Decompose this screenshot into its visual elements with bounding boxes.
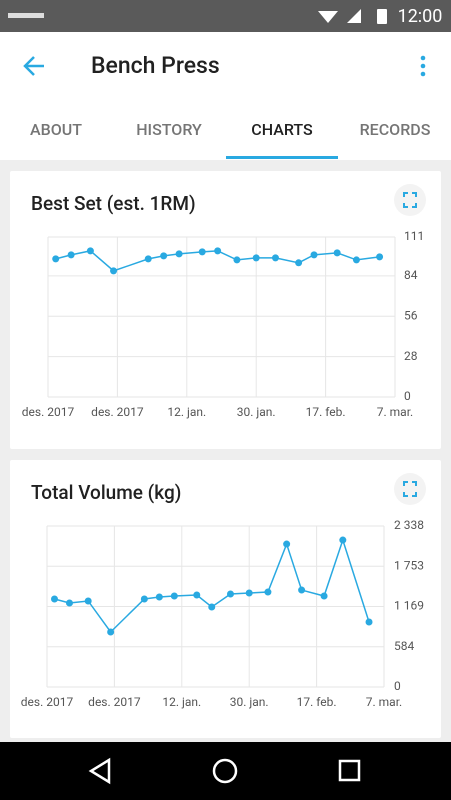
nav-buttons[interactable] [88,757,361,785]
y-tick-label: 0 [394,679,401,693]
y-tick-label: 28 [404,349,418,363]
card [10,460,441,738]
status-bar [0,0,451,32]
x-tick-label: 30. jan. [237,405,276,419]
x-tick-label: 12. jan. [162,695,201,709]
y-tick-label: 1 753 [394,558,424,572]
x-tick-label: des. 2017 [91,405,144,419]
x-tick-label: 30. jan. [230,695,269,709]
clock: 12:00 [398,6,443,27]
data-point [352,256,360,264]
nav-bar [0,742,451,800]
data-point [107,628,115,636]
data-point [226,590,234,598]
x-tick-label: des. 2017 [22,405,75,419]
data-point [160,252,168,260]
y-tick-label: 56 [404,308,418,322]
data-point [339,536,347,544]
x-tick-label: des. 2017 [88,695,141,709]
expand-button[interactable] [394,184,426,216]
data-point [198,248,206,256]
data-point [175,250,183,258]
data-point [110,267,118,275]
data-point [140,595,148,603]
data-point [333,249,341,257]
data-point [155,593,163,601]
back-button[interactable] [23,56,44,76]
status-icons [8,9,387,24]
data-point [310,251,318,259]
data-point [252,254,260,262]
data-point [365,618,373,626]
data-point [295,259,303,267]
data-point [376,253,384,261]
tab-indicator [226,156,338,159]
tab[interactable]: ABOUT [30,120,82,139]
y-tick-label: 0 [404,389,411,403]
data-point [170,592,178,600]
data-point [214,247,222,255]
tab[interactable]: RECORDS [360,120,431,139]
data-point [320,592,328,600]
card-title: Total Volume (kg) [31,481,181,504]
x-tick-label: 7. mar. [366,695,402,709]
x-tick-label: des. 2017 [21,695,74,709]
data-point [298,586,306,594]
expand-button[interactable] [394,473,426,505]
app-bar [0,32,451,160]
screen-title: Bench Press [91,52,220,79]
y-tick-label: 1 169 [394,599,424,613]
data-point [86,247,94,255]
data-point [233,256,241,264]
data-point [67,251,75,259]
tab-active[interactable]: CHARTS [251,120,313,139]
data-point [245,589,253,597]
data-point [144,255,152,263]
menu-button[interactable] [420,55,426,77]
data-point [193,591,201,599]
y-tick-label: 111 [404,229,424,243]
card-title: Best Set (est. 1RM) [31,192,196,215]
tab[interactable]: HISTORY [136,120,202,139]
data-point [283,540,291,548]
data-point [271,254,279,262]
y-tick-label: 2 338 [394,518,424,532]
data-point [65,599,73,607]
x-tick-label: 17. feb. [306,405,346,419]
expand-icon [403,192,417,208]
data-point [208,603,216,611]
x-tick-label: 7. mar. [377,405,413,419]
x-tick-label: 12. jan. [167,405,206,419]
y-tick-label: 84 [404,268,418,282]
expand-icon [403,481,417,497]
data-point [50,595,58,603]
x-tick-label: 17. feb. [297,695,337,709]
data-point [84,597,92,605]
data-point [264,588,272,596]
data-point [52,255,60,263]
y-tick-label: 584 [394,639,414,653]
